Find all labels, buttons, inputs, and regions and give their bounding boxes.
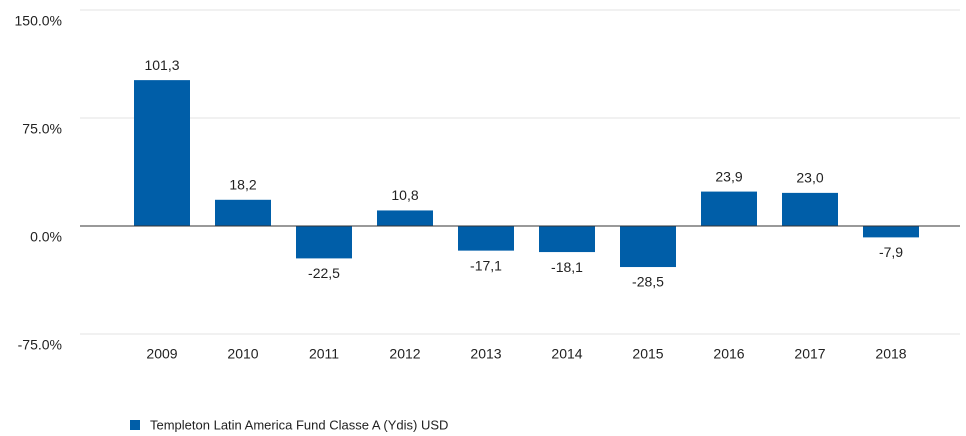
y-tick-label: -75.0%	[18, 337, 62, 353]
value-label: 101,3	[144, 57, 179, 73]
x-tick-label: 2018	[875, 346, 906, 362]
bar	[539, 226, 595, 253]
legend-swatch	[130, 420, 140, 430]
x-tick-label: 2015	[632, 346, 663, 362]
legend-label: Templeton Latin America Fund Classe A (Y…	[150, 417, 448, 432]
value-label: -22,5	[308, 265, 340, 281]
value-label: 23,0	[796, 170, 823, 186]
value-label: 10,8	[391, 187, 418, 203]
bar	[701, 191, 757, 226]
bar	[134, 80, 190, 227]
x-tick-label: 2012	[389, 346, 420, 362]
y-tick-label: 75.0%	[22, 121, 62, 137]
x-tick-label: 2014	[551, 346, 582, 362]
x-tick-label: 2017	[794, 346, 825, 362]
bar	[377, 210, 433, 226]
value-label: -28,5	[632, 274, 664, 290]
x-tick-label: 2016	[713, 346, 744, 362]
value-label: -7,9	[879, 244, 903, 260]
y-tick-label: 0.0%	[30, 229, 62, 245]
bar	[782, 192, 838, 226]
bar	[458, 226, 514, 251]
x-tick-label: 2010	[227, 346, 258, 362]
value-label: -17,1	[470, 257, 502, 273]
bar	[620, 226, 676, 268]
bar	[863, 226, 919, 238]
value-label: -18,1	[551, 259, 583, 275]
x-tick-label: 2013	[470, 346, 501, 362]
x-tick-label: 2009	[146, 346, 177, 362]
x-tick-label: 2011	[309, 346, 339, 362]
value-label: 23,9	[715, 168, 742, 184]
bar	[296, 226, 352, 259]
y-tick-label: 150.0%	[15, 13, 62, 29]
bar	[215, 199, 271, 226]
value-label: 18,2	[229, 176, 256, 192]
